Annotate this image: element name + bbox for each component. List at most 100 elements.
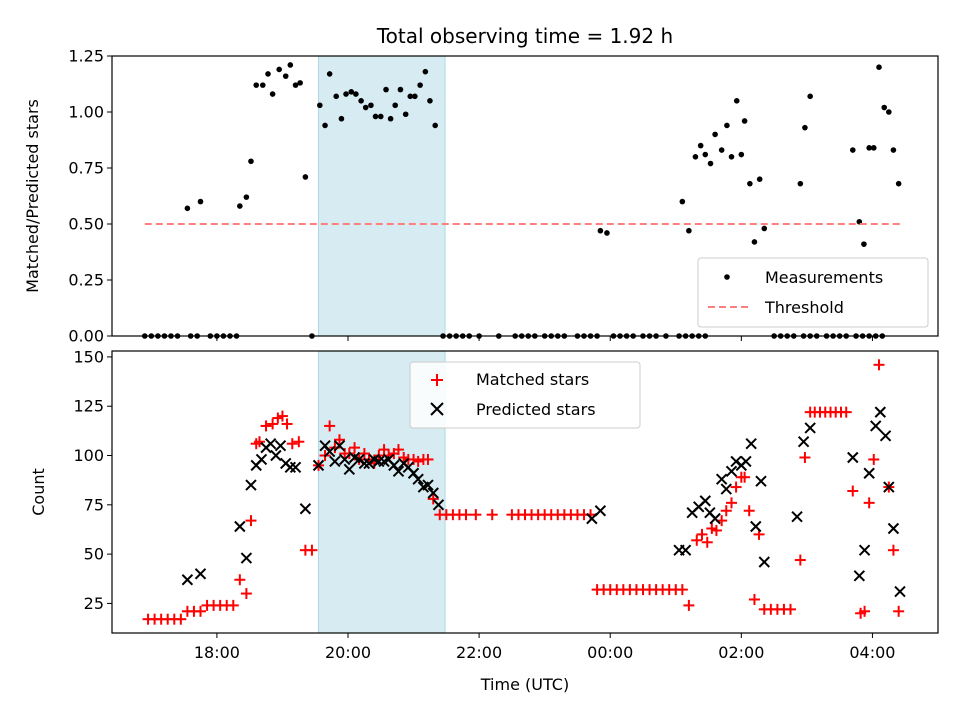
matched-stars-point [260,420,272,432]
predicted-stars-point [720,483,732,495]
matched-stars-point [460,509,472,521]
predicted-stars-point [240,552,253,564]
matched-stars-point [683,599,695,611]
measurements-point [292,82,299,88]
measurements-point [807,93,813,100]
measurements-point [392,102,399,109]
measurements-point [861,241,867,247]
matched-stars-point [676,584,688,596]
measurements-point [697,142,704,149]
predicted-stars-point [725,465,738,478]
measurements-point [728,154,735,160]
matched-stars-point [691,534,703,546]
matched-stars-point [726,497,737,509]
legend-measurements-label: Measurements [765,268,883,287]
matched-stars-point [324,420,336,432]
predicted-stars-point [289,461,302,474]
predicted-stars-point [432,499,445,511]
measurements-point [686,227,692,234]
predicted-stars-point [312,459,325,472]
predicted-stars-point [339,453,351,466]
top-legend-box [697,257,929,328]
x-axis-label: Time (UTC) [480,675,569,694]
bottom-y-tick-label: 25 [84,594,104,613]
legend-matched-label: Matched stars [476,370,589,389]
bottom-x-tick-label: 22:00 [456,643,502,662]
measurements-point [343,91,349,97]
predicted-stars-point [323,445,336,458]
top-y-tick-label: 0.50 [68,215,104,234]
measurements-point [338,115,345,122]
legend-predicted-marker [430,402,444,416]
bottom-x-tick-label: 20:00 [325,643,371,662]
matched-stars-point [234,574,246,586]
predicted-stars-point [594,505,607,517]
predicted-stars-point [847,451,859,464]
legend-threshold-label: Threshold [764,298,844,317]
measurements-point [259,82,266,88]
measurements-point [265,71,271,77]
matched-stars-point [748,593,760,605]
measurements-point [849,147,856,153]
predicted-stars-point [373,455,385,468]
matched-stars-point [306,544,318,556]
bottom-legend-box [409,361,641,429]
predicted-stars-point [181,574,194,586]
matched-stars-point [868,453,880,465]
measurements-point [866,145,872,151]
predicted-stars-point [758,556,770,568]
predicted-stars-point [740,455,752,468]
matched-stars-point [378,444,390,456]
top-plot-frame [111,55,939,337]
measurements-point [248,158,254,165]
measurements-point [333,93,340,100]
measurements-point [679,198,686,205]
measurements-point [317,102,323,109]
predicted-stars-point [264,437,277,450]
predicted-stars-point [679,544,692,556]
top-legend: Measurements Threshold [697,257,929,328]
predicted-stars-point [427,487,439,499]
measurements-point [372,113,379,120]
matched-stars-point [227,599,239,611]
measurements-point [427,98,433,104]
matched-stars-point [710,524,722,536]
measurements-point [604,230,610,236]
measurements-point [326,71,333,77]
matched-stars-point [863,497,875,509]
measurements-point [368,102,374,109]
measurements-point [358,98,364,104]
measurements-point [353,91,359,97]
measurements-point [402,111,409,118]
top-y-axis-label: Matched/Predicted stars [23,99,42,293]
predicted-stars-point [333,439,346,452]
matched-stars-point [470,509,482,521]
measurements-point [287,62,294,68]
predicted-stars-point [863,467,875,479]
measurements-point [197,198,204,205]
measurements-point [383,86,389,93]
measurements-point [702,151,709,158]
measurements-point [417,82,423,88]
matched-stars-point [175,613,187,625]
measurements-point [597,227,604,234]
matched-stars-point [358,448,370,460]
predicted-stars-point [804,422,816,434]
measurements-point [412,93,418,100]
predicted-stars-point [412,473,424,485]
measurements-point [184,205,191,212]
matched-stars-point [392,444,404,456]
measurements-point [243,194,250,200]
top-y-tick-label: 0.75 [68,159,104,178]
top-y-tick-label: 1.25 [68,47,104,66]
measurements-point [724,122,730,129]
predicted-stars-point [715,473,728,485]
predicted-stars-point [797,436,810,448]
top-panel: 0.00 0.25 0.50 0.75 1.00 1.25 Total observing… [23,24,939,346]
measurements-point [876,64,882,70]
matched-stars-point [785,603,796,615]
bottom-legend: Matched stars Predicted stars [409,361,641,429]
measurements-point [886,109,892,115]
matched-stars-point [412,455,424,467]
